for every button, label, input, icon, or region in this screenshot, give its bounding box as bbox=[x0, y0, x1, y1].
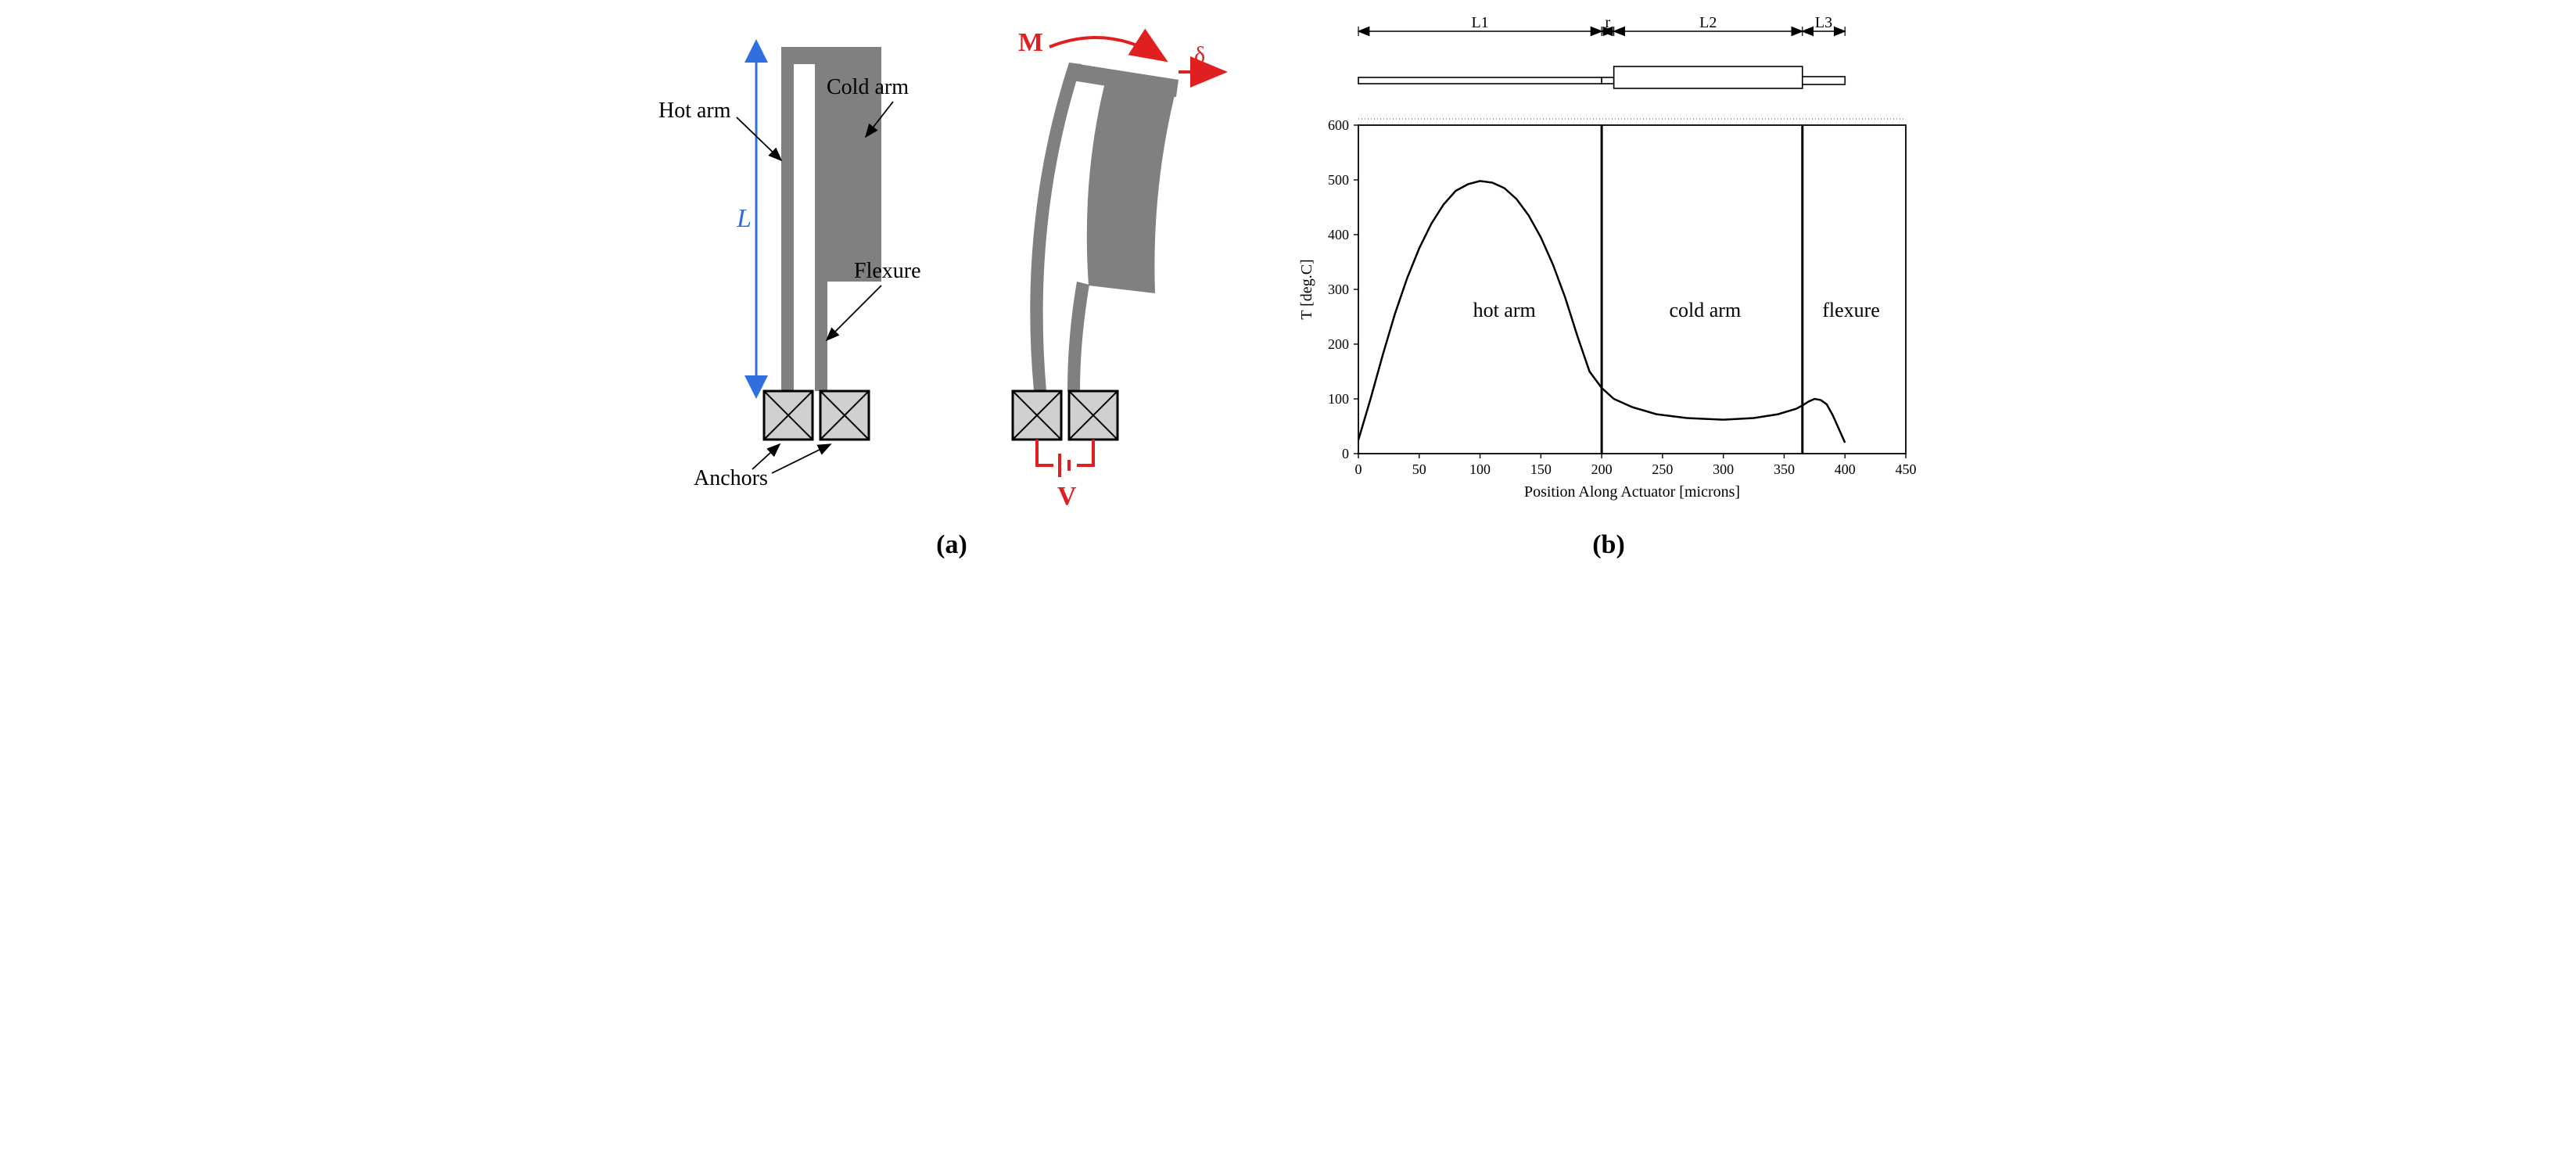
figure-container: L Hot arm Cold arm Flexure Anchors bbox=[16, 16, 2560, 560]
x-tick-label: 350 bbox=[1774, 461, 1795, 477]
y-tick-label: 500 bbox=[1328, 172, 1349, 188]
x-axis-label: Position Along Actuator [microns] bbox=[1524, 483, 1740, 501]
undeformed-actuator: L Hot arm Cold arm Flexure Anchors bbox=[658, 47, 921, 490]
anchor-left-deformed bbox=[1013, 391, 1061, 440]
flat-hot-arm bbox=[1358, 77, 1602, 84]
flat-cold-arm bbox=[1614, 66, 1803, 88]
moment-arrow bbox=[1049, 38, 1163, 59]
flexure-label: Flexure bbox=[854, 259, 921, 283]
panel-b-caption: (b) bbox=[1592, 530, 1625, 560]
region-label: hot arm bbox=[1473, 299, 1536, 321]
x-tick-label: 50 bbox=[1412, 461, 1426, 477]
hot-arm-pointer bbox=[737, 117, 781, 160]
dim-label: L2 bbox=[1699, 16, 1717, 31]
x-tick-label: 250 bbox=[1652, 461, 1673, 477]
panel-a: L Hot arm Cold arm Flexure Anchors bbox=[647, 16, 1257, 560]
v-label: V bbox=[1057, 482, 1077, 511]
dim-label: L1 bbox=[1471, 16, 1488, 31]
x-tick-label: 0 bbox=[1355, 461, 1362, 477]
x-tick-label: 300 bbox=[1713, 461, 1734, 477]
anchors-pointer-2 bbox=[772, 444, 831, 473]
y-tick-label: 0 bbox=[1342, 446, 1349, 461]
anchor-left bbox=[764, 391, 813, 440]
panel-b: L1 r L2 L3 0 50 100 150 200 250 300 350 400 450 0 100 20… bbox=[1288, 16, 1929, 560]
anchor-right-deformed bbox=[1069, 391, 1118, 440]
x-tick-label: 400 bbox=[1835, 461, 1856, 477]
x-tick-label: 150 bbox=[1530, 461, 1552, 477]
voltage-source bbox=[1037, 440, 1093, 477]
region-label: cold arm bbox=[1669, 299, 1741, 321]
temperature-chart-svg: L1 r L2 L3 0 50 100 150 200 250 300 350 400 450 0 100 20… bbox=[1288, 16, 1929, 516]
x-tick-label: 200 bbox=[1591, 461, 1613, 477]
x-tick-label: 100 bbox=[1469, 461, 1491, 477]
m-label: M bbox=[1018, 28, 1043, 57]
flexure-pointer bbox=[827, 285, 881, 340]
y-tick-label: 600 bbox=[1328, 117, 1349, 133]
x-tick-label: 450 bbox=[1896, 461, 1917, 477]
deformed-actuator: M δ V bbox=[1013, 28, 1222, 511]
chart-frame bbox=[1358, 125, 1906, 454]
actuator-schematic-svg: L Hot arm Cold arm Flexure Anchors bbox=[647, 16, 1257, 516]
dim-label: r bbox=[1606, 16, 1611, 31]
y-tick-label: 400 bbox=[1328, 227, 1349, 242]
dim-label: L3 bbox=[1815, 16, 1832, 31]
l-label: L bbox=[736, 204, 752, 233]
y-axis-label: T [deg.C] bbox=[1298, 259, 1315, 319]
region-label: flexure bbox=[1822, 299, 1880, 321]
y-tick-label: 100 bbox=[1328, 391, 1349, 407]
anchors-label: Anchors bbox=[694, 466, 768, 490]
y-tick-label: 300 bbox=[1328, 282, 1349, 297]
panel-a-caption: (a) bbox=[936, 530, 967, 560]
hot-arm-label: Hot arm bbox=[658, 99, 731, 123]
y-tick-label: 200 bbox=[1328, 336, 1349, 352]
flat-flexure bbox=[1803, 77, 1845, 84]
cold-arm-label: Cold arm bbox=[827, 75, 909, 99]
anchor-right bbox=[820, 391, 869, 440]
delta-label: δ bbox=[1194, 42, 1205, 68]
